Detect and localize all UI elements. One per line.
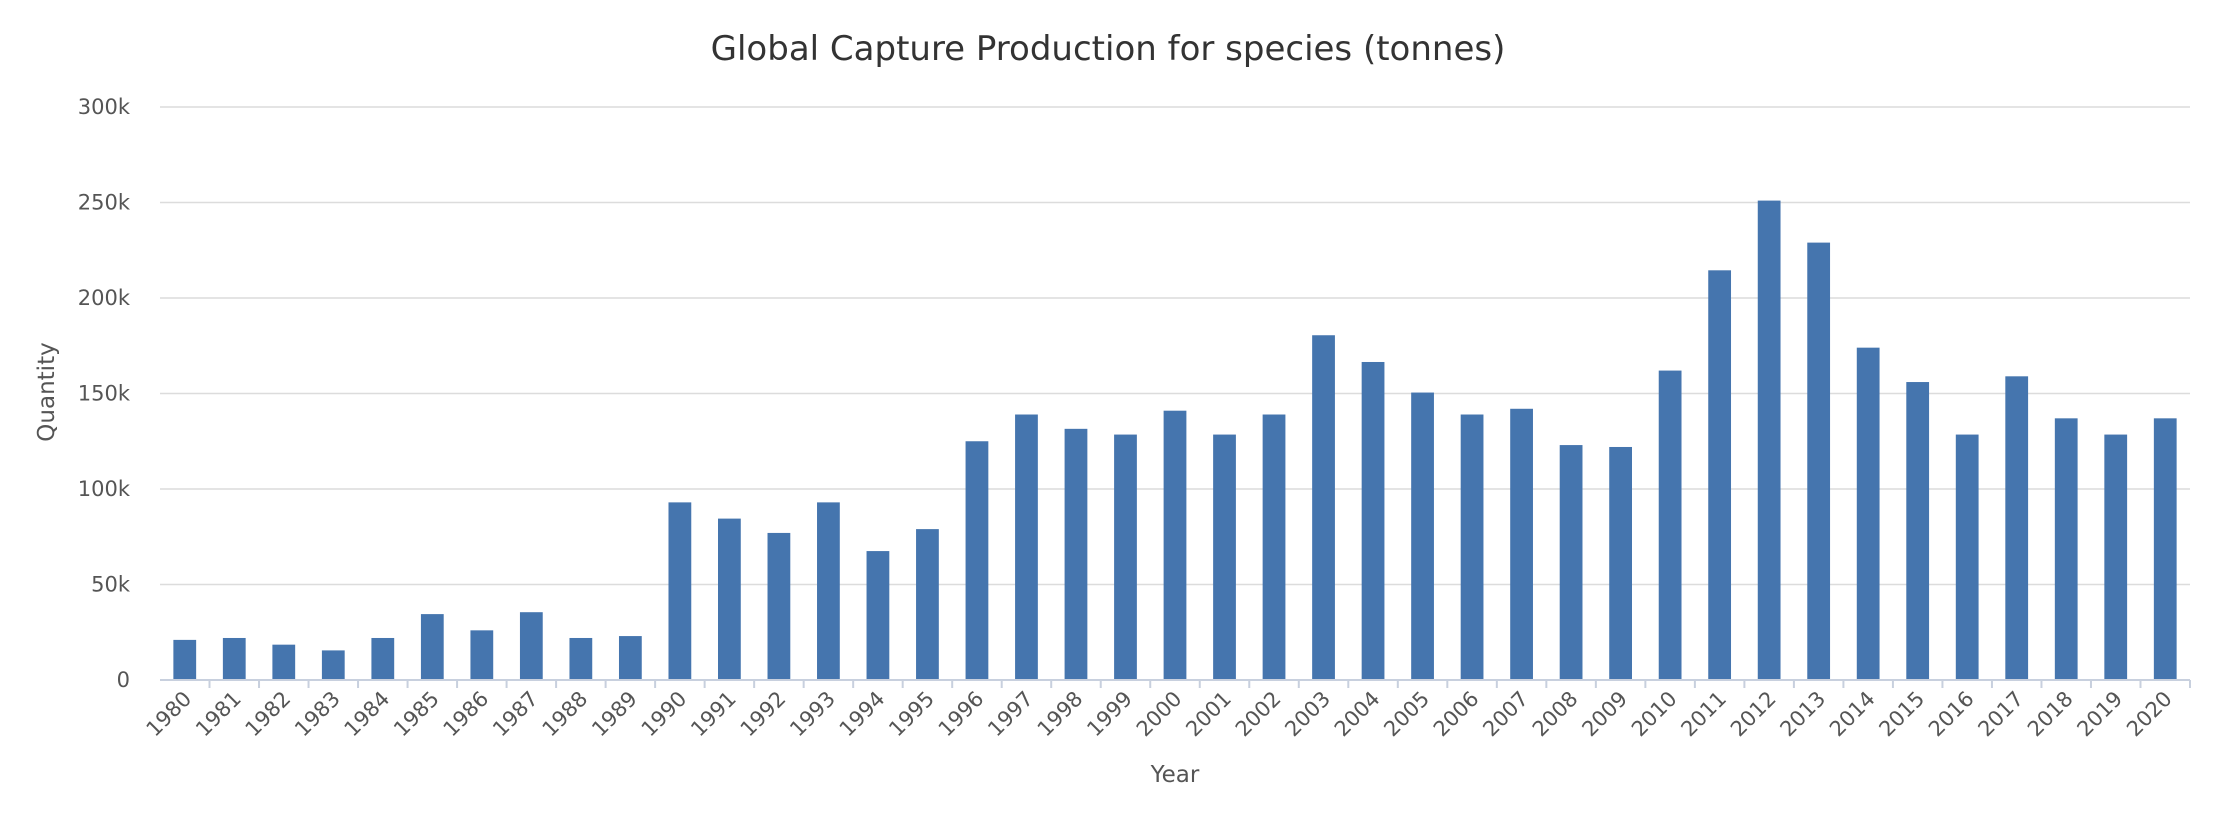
bar-2000[interactable] (1163, 410, 1187, 680)
x-tick-label: 1995 (884, 687, 939, 742)
x-tick-label: 1983 (290, 687, 345, 742)
y-tick-label: 250k (78, 191, 131, 215)
bar-1983[interactable] (321, 650, 345, 680)
bar-1988[interactable] (569, 637, 593, 680)
bar-2011[interactable] (1708, 270, 1732, 680)
x-tick-label: 1993 (785, 687, 840, 742)
x-tick-label: 2014 (1825, 687, 1880, 742)
y-tick-label: 150k (78, 382, 131, 406)
bar-1987[interactable] (519, 612, 543, 680)
bar-2001[interactable] (1213, 434, 1236, 680)
x-tick-label: 2018 (2023, 687, 2078, 742)
bar-2013[interactable] (1807, 242, 1831, 681)
x-tick-label: 2000 (1132, 687, 1187, 742)
x-tick-label: 2001 (1181, 687, 1236, 742)
x-tick-label: 2012 (1726, 687, 1781, 742)
bar-1981[interactable] (222, 637, 246, 680)
x-tick-label: 2007 (1478, 687, 1533, 742)
x-tick-label: 2020 (2122, 687, 2177, 742)
bar-2017[interactable] (2005, 376, 2029, 680)
bar-1993[interactable] (817, 502, 840, 680)
y-tick-label: 50k (91, 573, 131, 597)
bar-2008[interactable] (1559, 445, 1583, 680)
x-tick-label: 2019 (2072, 687, 2127, 742)
x-tick-label: 2009 (1577, 687, 1632, 742)
x-tick-label: 1985 (389, 687, 444, 742)
x-tick-label: 1996 (934, 687, 989, 742)
bar-2003[interactable] (1312, 335, 1335, 680)
x-tick-label: 2011 (1676, 687, 1731, 742)
x-tick-label: 1986 (439, 687, 494, 742)
bar-1997[interactable] (1015, 414, 1038, 680)
x-tick-label: 1994 (835, 687, 890, 742)
bar-1989[interactable] (618, 636, 642, 680)
x-tick-label: 2016 (1924, 687, 1979, 742)
x-tick-label: 2010 (1627, 687, 1682, 742)
bar-1980[interactable] (173, 639, 197, 680)
bar-1994[interactable] (866, 551, 890, 680)
bar-1982[interactable] (272, 644, 296, 680)
x-tick-label: 1980 (142, 687, 197, 742)
bar-2007[interactable] (1510, 408, 1533, 680)
x-tick-label: 1991 (686, 687, 741, 742)
x-tick-label: 2013 (1775, 687, 1830, 742)
bar-2009[interactable] (1609, 446, 1632, 680)
bar-1990[interactable] (668, 502, 692, 680)
x-tick-label: 2004 (1330, 687, 1385, 742)
gridlines (160, 106, 2190, 586)
x-tick-label: 2003 (1280, 687, 1335, 742)
x-tick-label: 2006 (1429, 687, 1484, 742)
y-tick-label: 300k (78, 95, 131, 119)
y-axis-title: Quantity (34, 342, 60, 441)
bar-2019[interactable] (2104, 434, 2128, 680)
bar-1985[interactable] (420, 614, 444, 680)
bar-1995[interactable] (916, 529, 939, 680)
bar-2012[interactable] (1757, 200, 1781, 680)
y-tick-label: 0 (117, 668, 130, 692)
y-tick-label: 200k (78, 286, 131, 310)
x-tick-label: 2008 (1528, 687, 1583, 742)
x-axis-ticks: 1980198119821983198419851986198719881989… (142, 680, 2191, 742)
x-tick-label: 1989 (587, 687, 642, 742)
bar-1992[interactable] (767, 532, 791, 680)
bar-1984[interactable] (371, 637, 395, 680)
x-tick-label: 1992 (736, 687, 791, 742)
x-tick-label: 2015 (1874, 687, 1929, 742)
x-tick-label: 2005 (1379, 687, 1434, 742)
x-axis-title: Year (1150, 762, 1200, 788)
y-axis-ticks: 0 50k 100k 150k 200k 250k 300k (78, 95, 131, 692)
bar-2014[interactable] (1856, 347, 1880, 680)
bar-1986[interactable] (470, 630, 494, 680)
x-tick-label: 1984 (340, 687, 395, 742)
y-tick-label: 100k (78, 477, 131, 501)
bars (173, 200, 2177, 681)
x-tick-label: 1999 (1082, 687, 1137, 742)
x-tick-label: 2017 (1973, 687, 2028, 742)
bar-2020[interactable] (2153, 418, 2177, 680)
bar-2002[interactable] (1262, 414, 1286, 680)
x-tick-label: 1997 (983, 687, 1038, 742)
x-tick-label: 2002 (1231, 687, 1286, 742)
bar-2015[interactable] (1906, 382, 1930, 680)
bar-2006[interactable] (1460, 414, 1484, 680)
chart-title: Global Capture Production for species (t… (711, 29, 1506, 69)
bar-2005[interactable] (1411, 392, 1434, 680)
x-tick-label: 1982 (241, 687, 296, 742)
bar-1996[interactable] (965, 441, 989, 680)
x-tick-label: 1987 (488, 687, 543, 742)
x-tick-label: 1981 (191, 687, 246, 742)
x-tick-label: 1988 (538, 687, 593, 742)
x-tick-label: 1990 (637, 687, 692, 742)
x-tick-label: 1998 (1033, 687, 1088, 742)
bar-2010[interactable] (1658, 370, 1682, 680)
bar-2004[interactable] (1361, 361, 1385, 680)
bar-2016[interactable] (1955, 434, 1979, 680)
bar-1998[interactable] (1064, 428, 1088, 680)
bar-2018[interactable] (2054, 418, 2078, 680)
bar-1991[interactable] (718, 518, 741, 680)
bar-1999[interactable] (1114, 434, 1137, 680)
